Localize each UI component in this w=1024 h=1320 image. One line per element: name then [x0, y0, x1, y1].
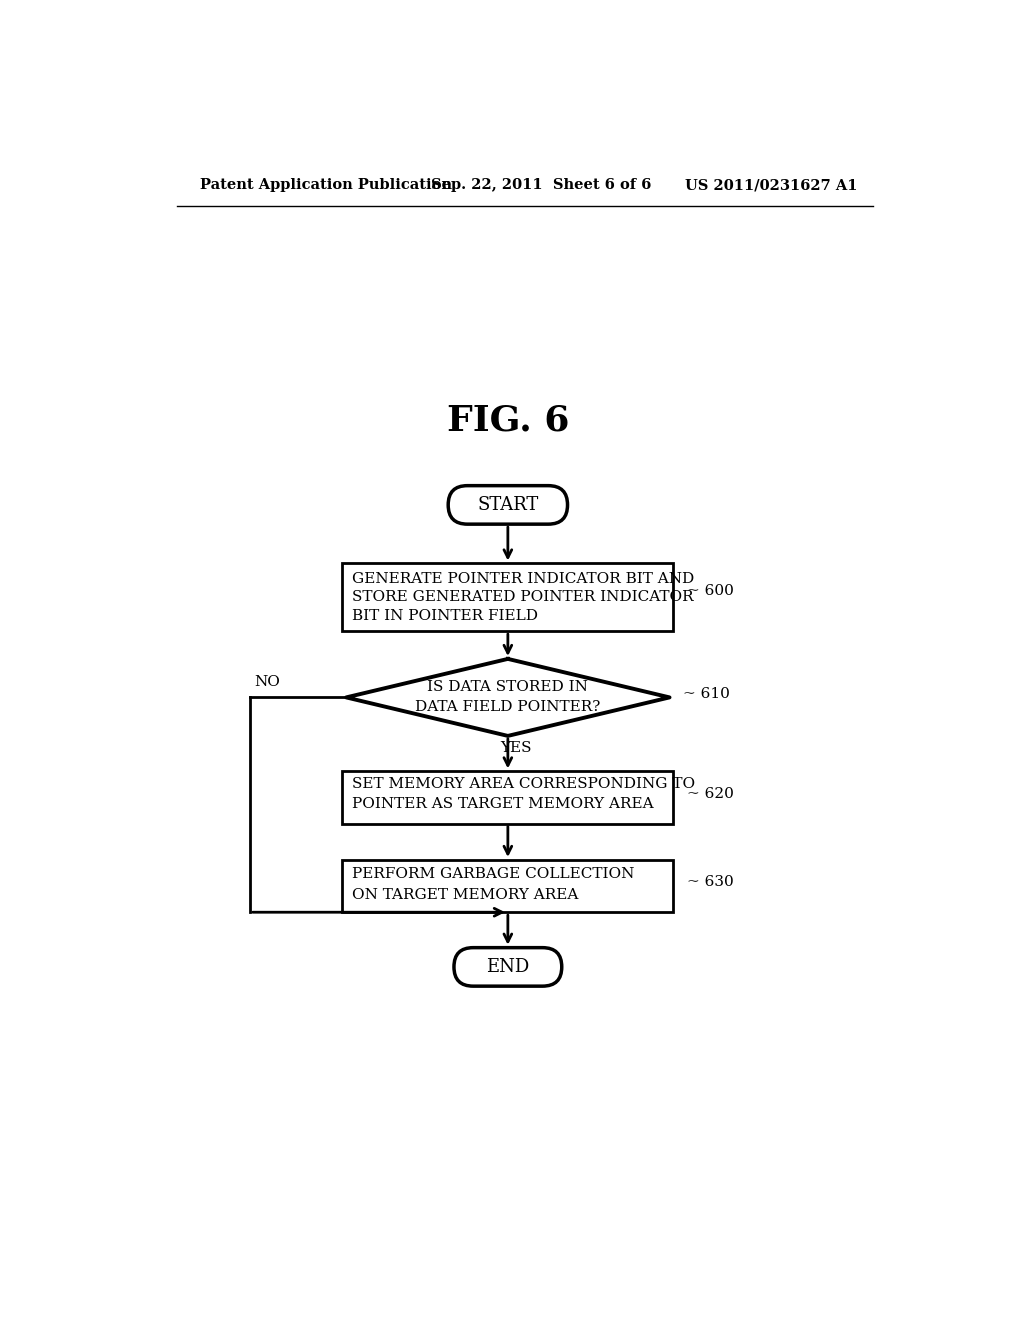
Text: US 2011/0231627 A1: US 2011/0231627 A1 — [685, 178, 857, 193]
Text: ~ 600: ~ 600 — [687, 585, 734, 598]
Text: Patent Application Publication: Patent Application Publication — [200, 178, 452, 193]
Text: YES: YES — [500, 742, 531, 755]
FancyBboxPatch shape — [454, 948, 562, 986]
FancyBboxPatch shape — [449, 486, 567, 524]
Text: SET MEMORY AREA CORRESPONDING TO: SET MEMORY AREA CORRESPONDING TO — [351, 777, 694, 792]
Bar — [342, 859, 674, 912]
Text: PERFORM GARBAGE COLLECTION: PERFORM GARBAGE COLLECTION — [351, 867, 634, 882]
Text: ~ 630: ~ 630 — [687, 875, 734, 890]
Text: Sep. 22, 2011  Sheet 6 of 6: Sep. 22, 2011 Sheet 6 of 6 — [431, 178, 651, 193]
Text: BIT IN POINTER FIELD: BIT IN POINTER FIELD — [351, 609, 538, 623]
Text: ~ 610: ~ 610 — [683, 686, 730, 701]
Bar — [342, 564, 674, 631]
Text: END: END — [486, 958, 529, 975]
Text: DATA FIELD POINTER?: DATA FIELD POINTER? — [415, 701, 600, 714]
Text: GENERATE POINTER INDICATOR BIT AND: GENERATE POINTER INDICATOR BIT AND — [351, 572, 694, 586]
Text: FIG. 6: FIG. 6 — [446, 403, 569, 437]
Bar — [342, 771, 674, 824]
Text: POINTER AS TARGET MEMORY AREA: POINTER AS TARGET MEMORY AREA — [351, 797, 653, 812]
Text: START: START — [477, 496, 539, 513]
Text: ~ 620: ~ 620 — [687, 787, 734, 801]
Text: IS DATA STORED IN: IS DATA STORED IN — [427, 680, 589, 694]
Text: STORE GENERATED POINTER INDICATOR: STORE GENERATED POINTER INDICATOR — [351, 590, 693, 605]
Text: ON TARGET MEMORY AREA: ON TARGET MEMORY AREA — [351, 887, 578, 902]
Text: NO: NO — [254, 675, 280, 689]
